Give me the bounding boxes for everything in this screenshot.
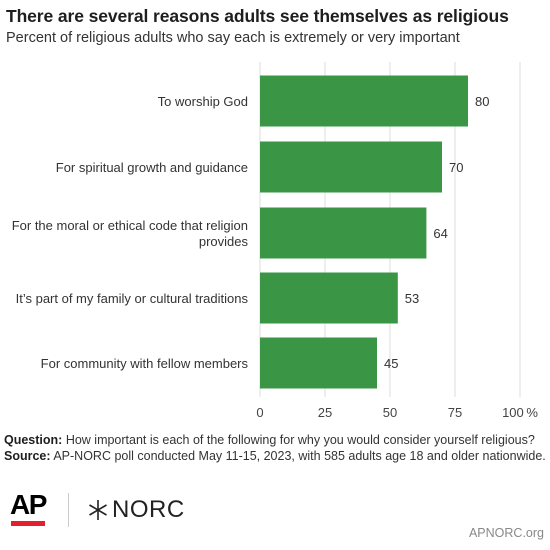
category-labels: To worship God For spiritual growth and g… (12, 94, 249, 371)
chart-notes: Question: How important is each of the f… (4, 432, 546, 464)
x-tick-label: 25 (318, 405, 332, 420)
ap-logo-text: AP (10, 489, 47, 520)
category-label: It’s part of my family or cultural tradi… (16, 291, 249, 306)
category-label: To worship God (158, 94, 248, 109)
value-label: 53 (405, 291, 419, 306)
bar (260, 141, 442, 193)
x-tick-label: 0 (256, 405, 263, 420)
source-label: Source: (4, 449, 51, 463)
x-axis-ticks: 0 25 50 75 100 % (256, 405, 538, 420)
value-label: 45 (384, 356, 398, 371)
logo-row: AP NORC (10, 488, 185, 532)
bar (260, 207, 427, 259)
category-label: For the moral or ethical code that relig… (12, 218, 249, 249)
question-note: Question: How important is each of the f… (4, 432, 546, 448)
logo-divider (68, 493, 69, 527)
x-tick-label: 50 (383, 405, 397, 420)
x-tick-label: 100 % (502, 405, 538, 420)
ap-logo: AP (10, 490, 50, 530)
source-note: Source: AP-NORC poll conducted May 11-15… (4, 448, 546, 464)
category-label: For spiritual growth and guidance (56, 160, 248, 175)
bar (260, 272, 398, 324)
value-label: 64 (433, 226, 447, 241)
bar-chart: To worship God For spiritual growth and g… (12, 62, 538, 420)
footer-url: APNORC.org (468, 526, 544, 540)
bar (260, 75, 468, 127)
bar (260, 337, 377, 389)
source-text: AP-NORC poll conducted May 11-15, 2023, … (50, 449, 546, 463)
value-label: 80 (475, 94, 489, 109)
value-labels: 80 70 64 53 45 (384, 94, 489, 371)
x-tick-label: 75 (448, 405, 462, 420)
chart-subtitle: Percent of religious adults who say each… (6, 30, 460, 46)
chart-title: There are several reasons adults see the… (6, 6, 509, 26)
norc-logo-text: NORC (112, 496, 185, 523)
norc-logo: NORC (87, 496, 185, 524)
bars (260, 75, 468, 389)
category-label: For community with fellow members (41, 356, 249, 371)
question-text: How important is each of the following f… (62, 433, 535, 447)
value-label: 70 (449, 160, 463, 175)
norc-star-icon (89, 500, 107, 520)
ap-logo-bar (11, 521, 45, 526)
question-label: Question: (4, 433, 63, 447)
